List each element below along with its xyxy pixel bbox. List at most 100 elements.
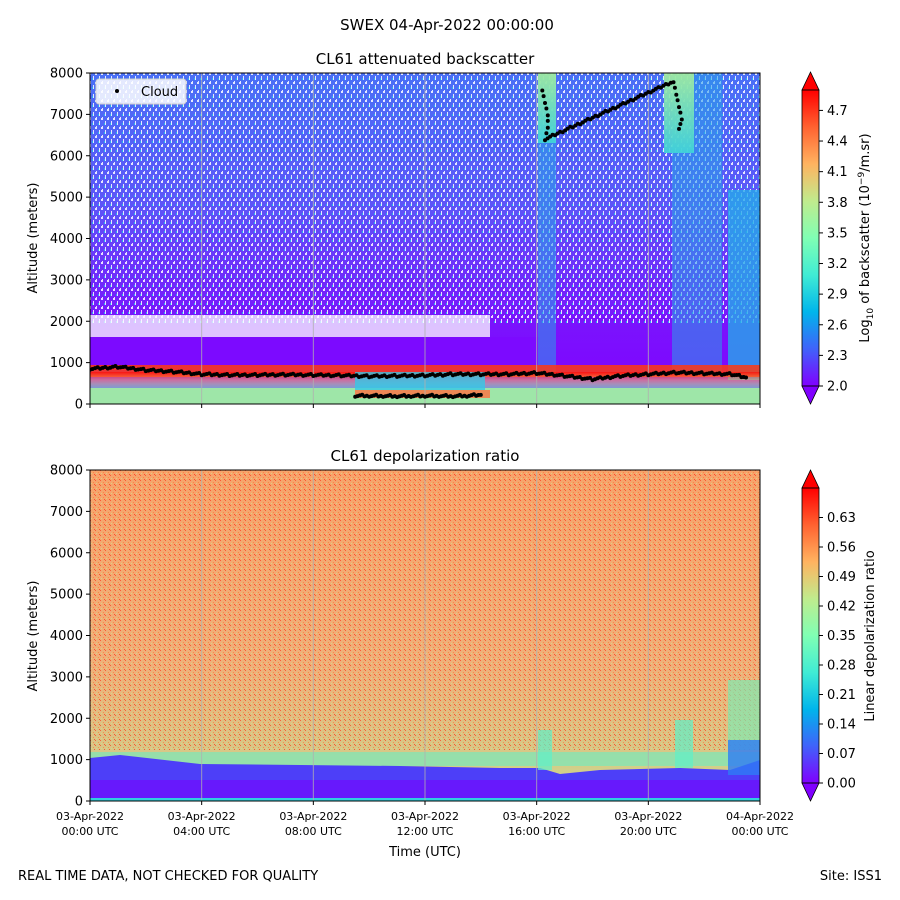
panel2-y-tick-label: 7000 — [50, 505, 83, 520]
colorbar1-tick-label: 2.6 — [827, 318, 848, 333]
quality-disclaimer: REAL TIME DATA, NOT CHECKED FOR QUALITY — [18, 869, 319, 884]
colorbar2-ticks: 0.00 0.07 0.14 0.21 0.28 0.35 0.42 0.49 0.56 0.63 — [819, 511, 856, 792]
x-tick-date: 03-Apr-2022 — [279, 810, 347, 823]
panel2-y-axis: 0 1000 2000 3000 4000 5000 6000 7000 8000 — [50, 464, 90, 810]
x-tick-time: 00:00 UTC — [731, 825, 788, 838]
cloud-point — [541, 94, 546, 99]
x-tick-date: 03-Apr-2022 — [56, 810, 124, 823]
cloud-point — [678, 110, 683, 115]
panel2-column-24h — [728, 680, 760, 750]
panel1-y-tick-label: 1000 — [50, 356, 83, 371]
x-tick-time: 08:00 UTC — [285, 825, 342, 838]
panel2-y-tick-label: 3000 — [50, 670, 83, 685]
cloud-point — [679, 117, 684, 122]
cloud-point — [545, 113, 550, 118]
x-tick-date: 03-Apr-2022 — [168, 810, 236, 823]
cloud-point — [672, 85, 677, 90]
cloud-point — [560, 372, 564, 377]
cloud-point — [478, 392, 483, 397]
x-tick-date: 03-Apr-2022 — [503, 810, 571, 823]
panel1-boundary-layer — [90, 337, 540, 367]
panel2-y-tick-label: 6000 — [50, 546, 83, 561]
panel1-clear-layer — [90, 315, 490, 337]
colorbar2-tick-label: 0.28 — [827, 659, 856, 674]
panel1-y-label: Altitude (meters) — [26, 183, 41, 294]
colorbar1-label-rest: of backscatter (10 — [858, 185, 873, 308]
colorbar2-label: Linear depolarization ratio — [863, 550, 878, 721]
colorbar2-tick-label: 0.49 — [827, 570, 856, 585]
panel2-title: CL61 depolarization ratio — [331, 447, 520, 465]
panel1-cloud-points — [90, 80, 748, 400]
panel2-x-axis: 03-Apr-2022 00:00 UTC 03-Apr-2022 04:00 UTC… — [56, 801, 794, 838]
colorbar1-extend-min — [801, 385, 820, 405]
panel1-y-tick-label: 4000 — [50, 232, 83, 247]
x-tick-date: 04-Apr-2022 — [726, 810, 794, 823]
colorbar1-frame — [801, 89, 820, 387]
panel2-heatmap — [90, 470, 760, 801]
colorbar2-tick-label: 0.56 — [827, 541, 856, 556]
panel2-y-tick-label: 0 — [75, 795, 83, 810]
colorbar2-extend-min — [801, 782, 820, 802]
x-tick-date: 03-Apr-2022 — [391, 810, 459, 823]
legend-cloud-label: Cloud — [141, 85, 178, 100]
colorbar1-label-end: /m.sr) — [858, 133, 873, 171]
panel1-colorbar: 2.0 2.3 2.6 2.9 3.2 3.5 3.8 4.1 4.4 4.7 Log10 of … — [801, 71, 876, 405]
colorbar1-tick-label: 2.3 — [827, 349, 848, 364]
colorbar2-tick-label: 0.42 — [827, 600, 856, 615]
depolarization-panel: CL61 depolarization ratio 0 1000 2000 3000 4… — [26, 447, 878, 860]
cloud-point — [675, 98, 680, 103]
colorbar1-ticks: 2.0 2.3 2.6 2.9 3.2 3.5 3.8 4.1 4.4 4.7 — [819, 104, 848, 395]
colorbar1-label-log: Log — [858, 319, 873, 342]
panel1-legend[interactable]: Cloud — [95, 78, 187, 105]
legend-cloud-marker — [115, 89, 119, 93]
colorbar1-tick-label: 2.0 — [827, 380, 848, 395]
colorbar1-extend-max — [801, 71, 820, 91]
colorbar1-tick-label: 4.7 — [827, 104, 848, 119]
colorbar2-tick-label: 0.07 — [827, 747, 856, 762]
colorbar1-tick-label: 2.9 — [827, 288, 848, 303]
x-tick-time: 04:00 UTC — [173, 825, 230, 838]
site-label: Site: ISS1 — [819, 869, 882, 884]
colorbar2-scale — [802, 488, 819, 783]
colorbar1-scale — [802, 90, 819, 386]
cloud-point — [677, 126, 681, 131]
colorbar1-label: Log10 of backscatter (10−9/m.sr) — [857, 133, 876, 342]
cloud-point — [674, 92, 679, 97]
colorbar2-tick-label: 0.63 — [827, 511, 856, 526]
cloud-point — [678, 122, 683, 126]
colorbar2-tick-label: 0.00 — [827, 777, 856, 792]
panel1-y-tick-label: 0 — [75, 398, 83, 413]
cloud-point — [544, 131, 549, 136]
cloud-point — [540, 88, 545, 93]
panel1-column-16h — [538, 73, 556, 373]
panel1-title: CL61 attenuated backscatter — [316, 50, 535, 68]
panel1-column-24h — [728, 190, 760, 380]
cloud-point — [545, 118, 550, 123]
colorbar1-tick-label: 3.2 — [827, 257, 848, 272]
panel2-gridlines — [201, 470, 649, 801]
panel1-y-axis: 0 1000 2000 3000 4000 5000 6000 7000 8000 — [50, 67, 90, 413]
panel1-heatmap — [90, 73, 760, 404]
colorbar1-tick-label: 4.1 — [827, 165, 848, 180]
colorbar1-label-sub: 10 — [866, 308, 876, 320]
panel1-y-tick-label: 3000 — [50, 273, 83, 288]
legend-box — [95, 78, 187, 105]
cloud-point — [677, 105, 681, 110]
panel2-y-tick-label: 8000 — [50, 464, 83, 479]
colorbar1-label-exp: −9 — [857, 172, 867, 186]
panel2-x-label: Time (UTC) — [388, 845, 461, 860]
panel2-column-24h-low — [728, 740, 760, 775]
colorbar2-extend-max — [801, 469, 820, 489]
backscatter-panel: CL61 attenuated backscatter 0 1000 2000 300… — [26, 50, 876, 413]
cloud-point — [744, 375, 748, 380]
panel1-gridlines — [201, 73, 649, 404]
x-tick-date: 03-Apr-2022 — [614, 810, 682, 823]
x-tick-time: 00:00 UTC — [61, 825, 118, 838]
panel2-column-16h — [538, 730, 552, 770]
x-tick-time: 16:00 UTC — [508, 825, 565, 838]
panel1-y-tick-label: 6000 — [50, 149, 83, 164]
panel2-y-tick-label: 4000 — [50, 629, 83, 644]
cloud-point — [671, 80, 676, 85]
cloud-point — [544, 106, 549, 111]
